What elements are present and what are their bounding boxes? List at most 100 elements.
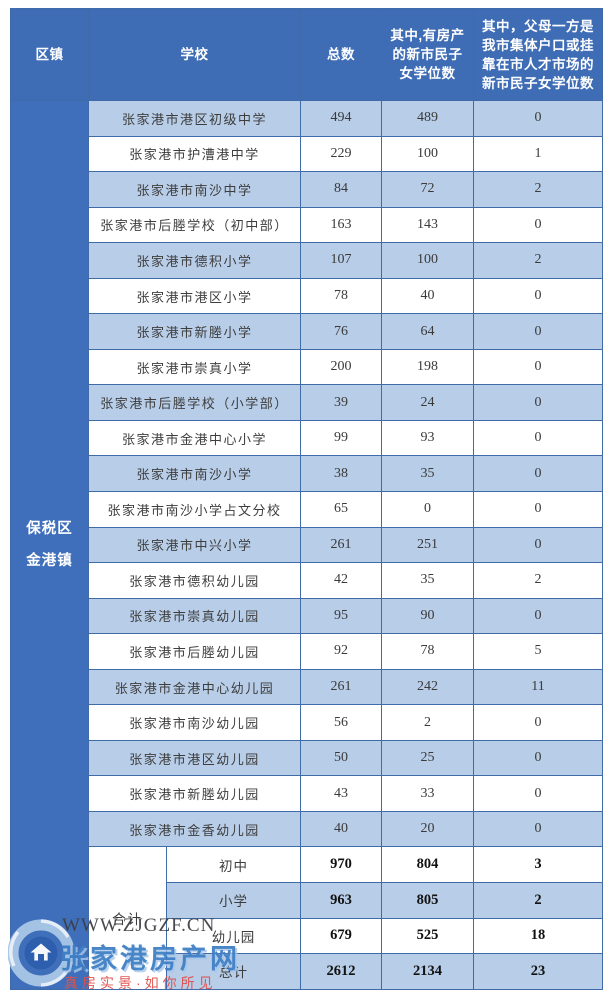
collective-cell: 2: [473, 242, 603, 279]
collective-cell: 0: [473, 491, 603, 528]
collective-cell: 0: [473, 526, 603, 564]
summary-collective-cell: 23: [473, 953, 603, 990]
district-cell: 保税区 金港镇: [10, 100, 89, 990]
school-cell: 张家港市崇真小学: [88, 348, 301, 386]
summary-category-cell: 初中: [166, 846, 301, 884]
school-cell: 张家港市护漕港中学: [88, 135, 301, 173]
table-body: 保税区 金港镇 张家港市港区初级中学 494 489 0 张家港市护漕港中学 229 100 1…: [10, 100, 603, 990]
header-total: 总数: [300, 8, 382, 101]
property-cell: 100: [381, 135, 474, 173]
school-cell: 张家港市中兴小学: [88, 526, 301, 564]
summary-row: 总计 2612 2134 23: [11, 953, 603, 990]
property-cell: 72: [381, 171, 474, 208]
school-cell: 张家港市港区幼儿园: [88, 739, 301, 777]
total-cell: 65: [300, 491, 382, 528]
property-cell: 40: [381, 277, 474, 315]
summary-collective-cell: 18: [473, 917, 603, 955]
school-cell: 张家港市后塍学校（初中部）: [88, 206, 301, 244]
school-cell: 张家港市后塍学校（小学部）: [88, 384, 301, 421]
property-cell: 20: [381, 810, 474, 848]
collective-cell: 0: [473, 100, 603, 137]
collective-cell: 5: [473, 633, 603, 670]
header-property: 其中,有房产 的新市民子 女学位数: [381, 8, 474, 101]
property-cell: 2: [381, 704, 474, 741]
summary-collective-cell: 3: [473, 846, 603, 884]
collective-cell: 1: [473, 135, 603, 173]
table-row: 张家港市港区幼儿园 50 25 0: [11, 739, 603, 777]
summary-category-cell: 幼儿园: [166, 917, 301, 955]
summary-collective-cell: 2: [473, 882, 603, 919]
property-cell: 35: [381, 455, 474, 493]
header-school: 学校: [88, 8, 301, 101]
collective-cell: 0: [473, 206, 603, 244]
enrollment-table: 区镇 学校 总数 其中,有房产 的新市民子 女学位数 其中，父母一方是 我市集体…: [10, 8, 603, 990]
enrollment-table-wrap: 区镇 学校 总数 其中,有房产 的新市民子 女学位数 其中，父母一方是 我市集体…: [10, 8, 603, 990]
collective-cell: 2: [473, 171, 603, 208]
collective-cell: 0: [473, 277, 603, 315]
table-row: 张家港市新塍小学 76 64 0: [11, 313, 603, 350]
table-row: 张家港市金港中心小学 99 93 0: [11, 419, 603, 457]
property-cell: 0: [381, 491, 474, 528]
table-row: 张家港市金香幼儿园 40 20 0: [11, 810, 603, 848]
table-row: 张家港市崇真小学 200 198 0: [11, 348, 603, 386]
property-cell: 90: [381, 597, 474, 635]
table-row: 张家港市南沙幼儿园 56 2 0: [11, 704, 603, 741]
summary-total-cell: 679: [300, 917, 382, 955]
total-cell: 76: [300, 313, 382, 350]
collective-cell: 0: [473, 597, 603, 635]
collective-cell: 0: [473, 810, 603, 848]
school-cell: 张家港市南沙小学占文分校: [88, 491, 301, 528]
total-cell: 229: [300, 135, 382, 173]
header-district: 区镇: [10, 8, 89, 101]
total-cell: 95: [300, 597, 382, 635]
summary-row: 幼儿园 679 525 18: [11, 917, 603, 955]
school-cell: 张家港市金香幼儿园: [88, 810, 301, 848]
property-cell: 93: [381, 419, 474, 457]
property-cell: 33: [381, 775, 474, 812]
table-row: 张家港市德积小学 107 100 2: [11, 242, 603, 279]
table-row: 张家港市南沙小学 38 35 0: [11, 455, 603, 493]
school-cell: 张家港市港区初级中学: [88, 100, 301, 137]
table-row: 张家港市南沙中学 84 72 2: [11, 171, 603, 208]
summary-property-cell: 2134: [381, 953, 474, 990]
total-cell: 56: [300, 704, 382, 741]
school-cell: 张家港市新塍小学: [88, 313, 301, 350]
header-collective: 其中，父母一方是 我市集体户口或挂 靠在市人才市场的 新市民子女学位数: [473, 8, 603, 101]
school-cell: 张家港市新塍幼儿园: [88, 775, 301, 812]
school-cell: 张家港市金港中心幼儿园: [88, 668, 301, 706]
summary-property-cell: 525: [381, 917, 474, 955]
summary-total-cell: 963: [300, 882, 382, 919]
collective-cell: 0: [473, 313, 603, 350]
table-row: 张家港市南沙小学占文分校 65 0 0: [11, 491, 603, 528]
total-cell: 99: [300, 419, 382, 457]
school-cell: 张家港市金港中心小学: [88, 419, 301, 457]
summary-category-cell: 小学: [166, 882, 301, 919]
header-row: 区镇 学校 总数 其中,有房产 的新市民子 女学位数 其中，父母一方是 我市集体…: [10, 8, 603, 101]
collective-cell: 0: [473, 419, 603, 457]
total-cell: 261: [300, 526, 382, 564]
total-cell: 261: [300, 668, 382, 706]
table-row: 张家港市中兴小学 261 251 0: [11, 526, 603, 564]
collective-cell: 0: [473, 384, 603, 421]
table-row: 张家港市后塍学校（小学部） 39 24 0: [11, 384, 603, 421]
total-cell: 40: [300, 810, 382, 848]
property-cell: 100: [381, 242, 474, 279]
property-cell: 25: [381, 739, 474, 777]
property-cell: 78: [381, 633, 474, 670]
collective-cell: 0: [473, 348, 603, 386]
school-cell: 张家港市德积小学: [88, 242, 301, 279]
total-cell: 200: [300, 348, 382, 386]
collective-cell: 0: [473, 704, 603, 741]
collective-cell: 0: [473, 775, 603, 812]
table-row: 张家港市崇真幼儿园 95 90 0: [11, 597, 603, 635]
table-row: 保税区 金港镇 张家港市港区初级中学 494 489 0: [10, 100, 603, 990]
total-cell: 38: [300, 455, 382, 493]
total-cell: 494: [300, 100, 382, 137]
summary-property-cell: 805: [381, 882, 474, 919]
property-cell: 24: [381, 384, 474, 421]
total-cell: 50: [300, 739, 382, 777]
school-cell: 张家港市德积幼儿园: [88, 562, 301, 599]
total-cell: 84: [300, 171, 382, 208]
table-row: 张家港市德积幼儿园 42 35 2: [11, 562, 603, 599]
school-cell: 张家港市南沙小学: [88, 455, 301, 493]
